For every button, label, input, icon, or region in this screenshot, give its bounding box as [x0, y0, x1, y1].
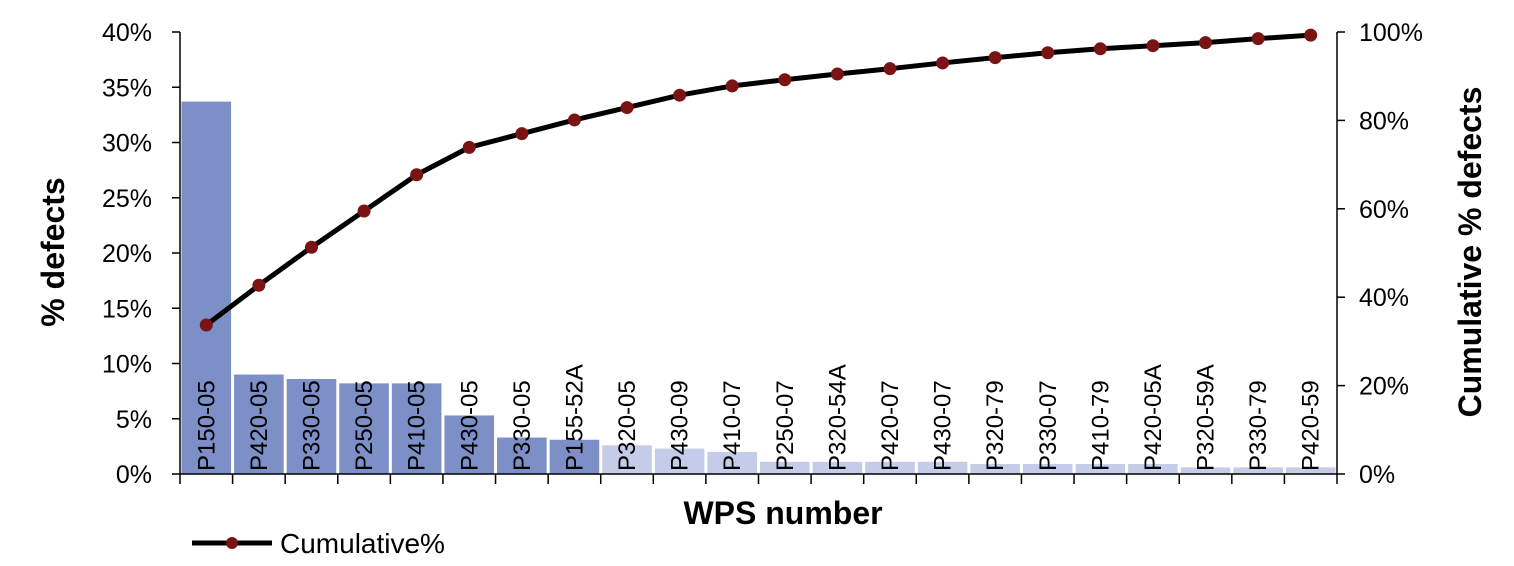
- axes: 0% 5% 10% 15% 20% 25% 30% 35% 40% 0% 20% 40% 60% 80% 1…: [102, 19, 1423, 489]
- bar-p330-05: [497, 437, 547, 474]
- cumulative-point: [936, 56, 950, 70]
- category-labels: P150-05 P420-05 P330-05 P250-05 P410-05 P430-…: [193, 364, 1324, 471]
- y-tick-label: 15%: [102, 295, 152, 323]
- bar-p420-05a: [1128, 464, 1178, 474]
- y-tick-label: 5%: [116, 406, 152, 434]
- category-label: P420-05A: [1140, 364, 1167, 471]
- bar-p250-05: [339, 383, 389, 474]
- bar-p430-07: [917, 461, 968, 474]
- y2-tick-label: 60%: [1359, 196, 1409, 224]
- bar-p330-05: [286, 378, 337, 474]
- y-axis-title: % defects: [35, 177, 71, 326]
- cumulative-point: [462, 140, 476, 154]
- y2-tick-label: 100%: [1359, 19, 1423, 47]
- cumulative-point: [515, 127, 529, 141]
- bar-p430-09: [654, 448, 705, 474]
- category-label: P430-09: [667, 380, 694, 471]
- cumulative-point: [304, 240, 318, 254]
- y-tick-label: 25%: [102, 185, 152, 213]
- legend: Cumulative%: [192, 528, 445, 559]
- category-label: P420-05: [246, 380, 273, 471]
- cumulative-point: [252, 278, 266, 292]
- cumulative-point: [199, 318, 213, 332]
- bar-p410-07: [707, 451, 757, 474]
- bar-p420-59: [1285, 467, 1336, 474]
- x-axis-title: WPS number: [683, 495, 882, 531]
- category-label: P410-05: [404, 380, 431, 471]
- bar-p155-52a: [549, 439, 600, 474]
- category-label: P330-05: [298, 380, 325, 471]
- cumulative-line-series: [199, 28, 1318, 332]
- y-tick-label: 30%: [102, 130, 152, 158]
- category-label: P320-79: [982, 380, 1009, 471]
- category-label: P410-07: [719, 380, 746, 471]
- cumulative-point: [1093, 42, 1107, 56]
- y2-tick-label: 0%: [1359, 461, 1395, 489]
- y-tick-label: 40%: [102, 19, 152, 47]
- category-label: P155-52A: [561, 364, 588, 471]
- y-tick-label: 10%: [102, 351, 152, 379]
- category-label: P330-07: [1035, 380, 1062, 471]
- cumulative-point: [1304, 28, 1318, 42]
- category-label: P420-07: [877, 380, 904, 471]
- category-label: P320-05: [614, 380, 641, 471]
- bar-p320-05: [602, 445, 652, 474]
- cumulative-line: [204, 32, 1311, 328]
- bar-p320-54a: [812, 461, 863, 474]
- bar-p330-07: [1022, 464, 1073, 474]
- bar-p150-05: [181, 101, 232, 475]
- y2-tick-label: 80%: [1359, 107, 1409, 135]
- legend-marker-swatch: [226, 537, 238, 549]
- bar-p250-07: [760, 461, 810, 474]
- cumulative-point: [1251, 32, 1265, 46]
- cumulative-point: [778, 73, 792, 87]
- bar-p410-05: [391, 383, 442, 474]
- bar-p410-79: [1075, 464, 1126, 474]
- cumulative-point: [988, 51, 1002, 65]
- category-label: P150-05: [193, 380, 220, 471]
- category-label: P330-05: [509, 380, 536, 471]
- bar-series: [181, 101, 1336, 475]
- cumulative-point: [883, 62, 897, 76]
- bar-p420-05: [234, 374, 284, 474]
- cumulative-point: [1199, 36, 1213, 50]
- legend-label: Cumulative%: [280, 528, 445, 559]
- y-tick-label: 35%: [102, 74, 152, 102]
- category-label: P430-07: [930, 380, 957, 471]
- cumulative-point: [1041, 46, 1055, 60]
- category-label: P330-79: [1245, 380, 1272, 471]
- cumulative-point: [567, 113, 581, 127]
- y2-axis-title: Cumulative % defects: [1452, 87, 1488, 418]
- y-tick-label: 0%: [116, 461, 152, 489]
- category-label: P320-59A: [1193, 364, 1220, 471]
- category-label: P420-59: [1298, 380, 1325, 471]
- cumulative-point: [725, 79, 739, 93]
- category-label: P320-54A: [824, 364, 851, 471]
- cumulative-point: [830, 67, 844, 81]
- cumulative-point: [620, 101, 634, 115]
- y2-tick-label: 20%: [1359, 373, 1409, 401]
- bar-p430-05: [444, 415, 495, 474]
- cumulative-point: [1146, 39, 1160, 53]
- cumulative-point: [357, 204, 371, 218]
- bar-p320-79: [970, 464, 1020, 474]
- cumulative-point: [673, 88, 687, 102]
- category-label: P250-05: [351, 380, 378, 471]
- bar-p320-59a: [1180, 467, 1231, 474]
- bar-p330-79: [1233, 467, 1283, 474]
- category-label: P430-05: [456, 380, 483, 471]
- y-tick-label: 20%: [102, 240, 152, 268]
- cumulative-point: [410, 168, 424, 182]
- bar-p420-07: [865, 461, 915, 474]
- category-label: P250-07: [772, 380, 799, 471]
- y2-tick-label: 40%: [1359, 284, 1409, 312]
- category-label: P410-79: [1087, 380, 1114, 471]
